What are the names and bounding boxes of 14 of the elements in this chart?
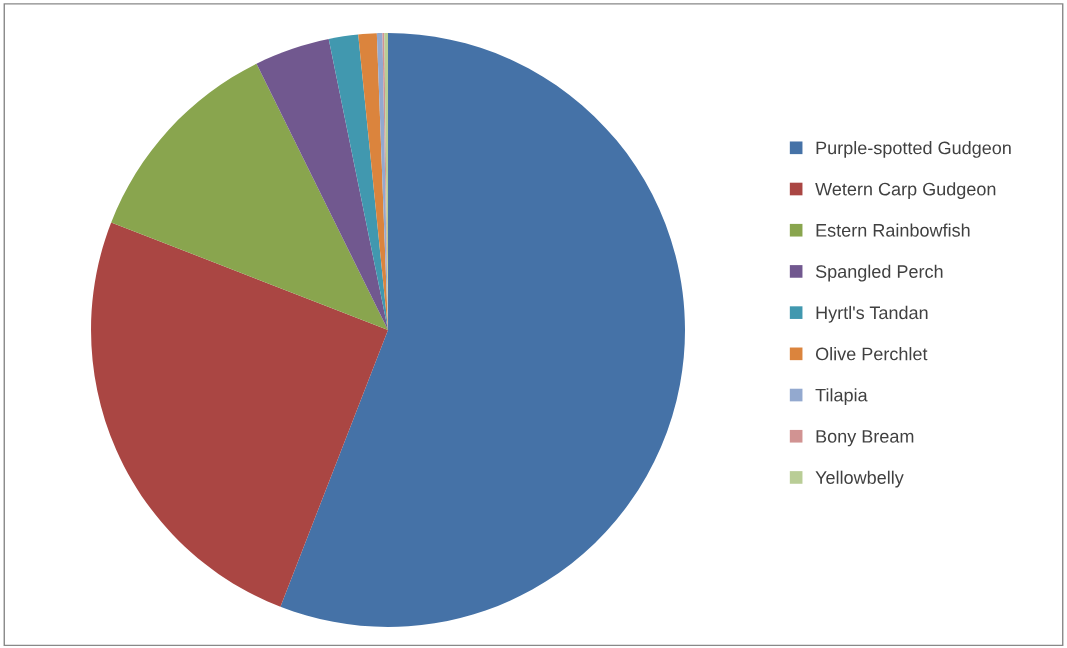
legend-label: Yellowbelly: [815, 470, 904, 488]
legend-label: Hyrtl's Tandan: [816, 305, 928, 323]
legend-label: Olive Perchlet: [815, 347, 928, 361]
pie-slice: [328, 34, 389, 330]
pie-slice: [280, 32, 686, 627]
legend-label: Tilapia: [815, 388, 868, 406]
legend-label: Bony Bream: [816, 430, 914, 447]
pie-slice: [111, 63, 389, 330]
legend-label: Estern Rainbowfish: [816, 223, 970, 237]
legend-label: Wetern Carp Gudgeon: [815, 182, 996, 200]
pie-slice: [256, 38, 389, 330]
pie-slice: [91, 222, 389, 607]
legend-label: Purple-spotted Gudgeon: [816, 141, 1011, 158]
legend-label: Spangled Perch: [815, 264, 943, 282]
